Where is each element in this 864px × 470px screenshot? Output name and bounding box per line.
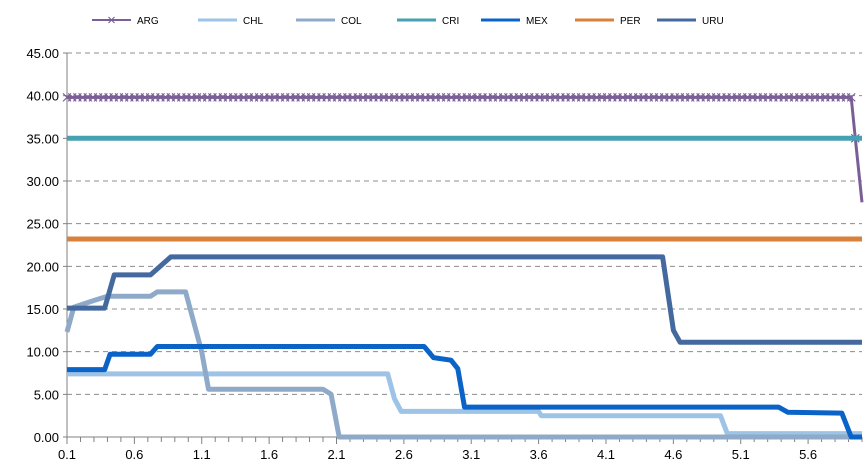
x-tick-label: 3.1 — [462, 447, 480, 462]
legend-label: ARG — [137, 16, 159, 27]
x-tick-label: 4.1 — [597, 447, 615, 462]
x-tick-label: 0.6 — [125, 447, 143, 462]
y-tick-label: 30.00 — [26, 174, 59, 189]
y-tick-label: 5.00 — [34, 387, 59, 402]
legend-item-col: COL — [296, 16, 362, 27]
legend-item-uru: URU — [657, 16, 724, 27]
legend-item-per: PER — [575, 16, 641, 27]
series-markers-arg — [62, 92, 860, 143]
x-tick-label: 4.6 — [664, 447, 682, 462]
x-tick-label: 5.6 — [799, 447, 817, 462]
legend-item-arg: ARG — [92, 16, 159, 27]
legend-item-mex: MEX — [481, 16, 548, 27]
series-line-chl — [67, 371, 862, 437]
y-tick-label: 15.00 — [26, 302, 59, 317]
legend-item-cri: CRI — [397, 16, 459, 27]
legend-label: MEX — [526, 16, 548, 27]
y-tick-label: 35.00 — [26, 131, 59, 146]
legend-label: URU — [702, 16, 724, 27]
y-tick-label: 0.00 — [34, 430, 59, 445]
legend-label: CRI — [442, 16, 459, 27]
legend-item-chl: CHL — [198, 16, 263, 27]
y-tick-label: 40.00 — [26, 89, 59, 104]
y-tick-label: 45.00 — [26, 46, 59, 61]
legend-label: PER — [620, 16, 641, 27]
series-line-mex — [67, 344, 862, 440]
y-tick-label: 25.00 — [26, 217, 59, 232]
legend: ARG CHL COL CRI MEX PER URU — [92, 16, 724, 27]
x-tick-label: 2.6 — [395, 447, 413, 462]
legend-marker — [108, 16, 115, 24]
series-line-col — [64, 289, 862, 440]
y-tick-label: 20.00 — [26, 259, 59, 274]
axes: 0.00 5.00 10.00 15.00 20.00 25.00 30.00 35.00 40… — [26, 46, 863, 462]
y-tick-label: 10.00 — [26, 345, 59, 360]
legend-label: COL — [341, 16, 362, 27]
x-tick-label: 0.1 — [58, 447, 76, 462]
legend-label: CHL — [243, 16, 263, 27]
x-tick-label: 3.6 — [530, 447, 548, 462]
data-point-marker — [846, 92, 856, 102]
x-tick-label: 1.1 — [193, 447, 211, 462]
series-line-uru — [67, 254, 862, 345]
x-tick-label: 5.1 — [732, 447, 750, 462]
series-line-arg — [67, 95, 864, 203]
series-lines — [62, 92, 864, 440]
x-tick-label: 1.6 — [260, 447, 278, 462]
x-tick-label: 2.1 — [327, 447, 345, 462]
